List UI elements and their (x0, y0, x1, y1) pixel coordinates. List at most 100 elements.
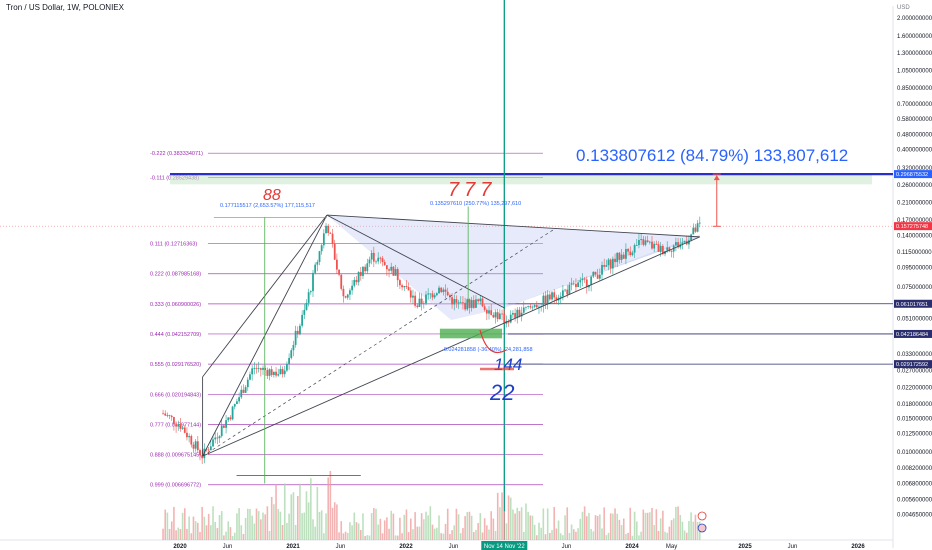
candle-body (668, 247, 671, 252)
candle-body (688, 240, 690, 245)
volume-bar (533, 524, 536, 540)
event-icon (697, 511, 707, 521)
volume-bar (218, 515, 221, 540)
fib-level-label: 0.111 (0.12716363) (150, 242, 197, 248)
candles-group (162, 216, 701, 465)
volume-bar (642, 509, 645, 540)
candle-body (661, 245, 664, 255)
volume-bar (685, 532, 688, 540)
y-tick-label: 0.095000000 (897, 265, 932, 271)
volume-bar (520, 507, 523, 540)
volume-bar (442, 533, 445, 540)
volume-bar (240, 525, 243, 540)
candle-body (451, 297, 453, 305)
candle-body (592, 271, 595, 277)
candle-body (240, 389, 243, 398)
candle-body (494, 312, 497, 318)
volume-bar (357, 523, 360, 540)
volume-bar (429, 506, 432, 540)
candle-body (329, 232, 332, 234)
candle-body (388, 269, 390, 271)
candle-body (488, 310, 490, 314)
candle-body (638, 240, 640, 246)
volume-bar (603, 507, 605, 540)
volume-bar (559, 533, 562, 540)
candle-body (483, 306, 486, 310)
volume-bar (627, 532, 629, 540)
y-tick-label: 0.700000000 (897, 102, 932, 108)
volume-bar (223, 535, 225, 540)
fib-level-label: -0.222 (0.383334071) (150, 151, 203, 157)
candle-body (633, 245, 636, 253)
volume-bar (386, 517, 388, 540)
candle-body (644, 240, 647, 245)
volume-bar (640, 531, 642, 540)
candle-body (659, 245, 662, 252)
volume-bar (473, 531, 475, 540)
price-badge-label: 0.042186484 (896, 332, 928, 338)
y-tick-label: 0.260000000 (897, 183, 932, 189)
volume-bar (207, 513, 210, 540)
candle-body (346, 294, 349, 298)
candle-body (309, 291, 312, 293)
candle-body (651, 241, 653, 249)
volume-bar (620, 525, 623, 540)
volume-bar (649, 512, 651, 540)
candle-body (322, 233, 325, 246)
candle-body (631, 252, 634, 256)
volume-bar (166, 512, 169, 540)
candle-body (342, 288, 345, 297)
candle-body (485, 309, 488, 314)
candle-body (596, 274, 599, 279)
candle-body (535, 305, 538, 308)
volume-bar (594, 515, 597, 540)
candle-body (601, 264, 603, 275)
volume-bar (336, 504, 338, 540)
candle-body (229, 417, 232, 420)
y-tick-label: 1.300000000 (897, 51, 932, 57)
volume-bar (653, 525, 655, 540)
candle-body (642, 239, 645, 245)
candle-body (290, 350, 293, 358)
candle-body (301, 314, 304, 326)
volume-bar (175, 530, 177, 540)
target-measure-label: 0.133807612 (84.79%) 133,807,612 (576, 146, 848, 165)
volume-bar (338, 532, 340, 540)
volume-bar (496, 492, 499, 540)
candle-body (464, 302, 467, 310)
volume-bar (590, 528, 592, 540)
volume-bar (446, 508, 449, 540)
y-tick-label: 2.000000000 (897, 16, 932, 22)
measure-label: 0.177115517 (2,653.57%) 177,115,517 (220, 203, 315, 209)
measure-label: -0.024281858 (-36.40%) -24,281,858 (442, 347, 533, 353)
candle-body (677, 242, 679, 248)
candle-body (401, 285, 403, 288)
candle-body (553, 292, 556, 298)
candle-body (490, 310, 493, 315)
volume-bar (668, 526, 671, 540)
volume-bar (499, 507, 501, 540)
candle-body (353, 279, 356, 286)
volume-bar (477, 523, 479, 540)
candle-body (692, 227, 695, 235)
price-badge (894, 299, 932, 308)
highlighted-date-badge (481, 541, 528, 550)
volume-bar (453, 525, 456, 540)
candle-body (318, 251, 321, 263)
volume-bar (401, 533, 403, 540)
candle-body (442, 289, 445, 293)
candle-body (629, 251, 632, 256)
volume-bar (625, 533, 627, 540)
candle-body (236, 401, 238, 405)
candle-body (216, 437, 219, 439)
candle-body (168, 415, 171, 416)
volume-bar (403, 514, 406, 540)
candle-body (616, 252, 619, 263)
triangle-zone (326, 215, 700, 321)
candle-body (433, 295, 436, 298)
candle-body (307, 292, 310, 303)
candle-body (627, 249, 629, 252)
volume-bar (342, 533, 345, 540)
